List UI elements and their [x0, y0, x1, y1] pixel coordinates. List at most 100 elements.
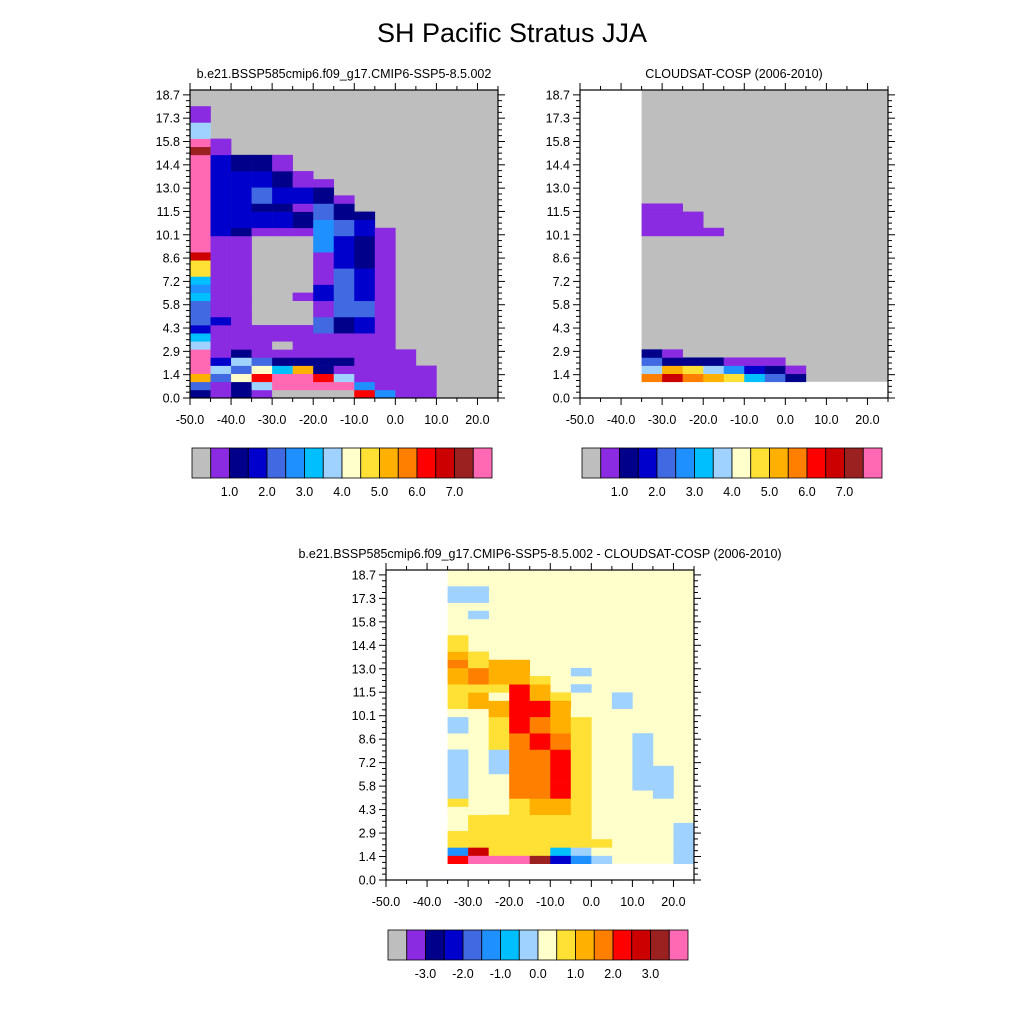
heatmap-cell [210, 235, 232, 318]
heatmap-cell [190, 154, 211, 245]
colorbar-swatch [425, 929, 445, 961]
y-tick-label: 5.8 [359, 780, 376, 794]
heatmap-cell [529, 814, 551, 832]
y-tick-label: 17.3 [352, 592, 376, 606]
colorbar-swatch [462, 929, 483, 961]
colorbar-swatch [285, 447, 305, 479]
heatmap-cell [488, 749, 510, 775]
colorbar-swatch [731, 447, 752, 479]
heatmap-cell [251, 227, 273, 237]
heatmap-cell [641, 357, 663, 366]
heatmap-cell [509, 782, 531, 799]
heatmap-cell [641, 227, 725, 237]
heatmap-cell [354, 235, 376, 269]
heatmap-cell [251, 211, 273, 229]
heatmap-cell [764, 365, 786, 374]
heatmap-cell [190, 260, 211, 269]
x-tick-label: -30.0 [258, 413, 287, 427]
heatmap-cell [468, 831, 489, 840]
heatmap-cell [550, 733, 572, 750]
heatmap-cell [313, 373, 335, 383]
heatmap-cell [509, 667, 531, 685]
heatmap-cell [231, 349, 252, 358]
heatmap-cell [744, 373, 766, 383]
heatmap-cell [447, 716, 469, 734]
heatmap-cell [210, 381, 232, 399]
colorbar-swatch [518, 929, 539, 961]
y-tick-label: 4.3 [553, 322, 570, 336]
heatmap-cell [292, 357, 314, 366]
heatmap-cell [468, 651, 489, 669]
heatmap-cell [641, 211, 704, 220]
colorbar-swatch [656, 447, 677, 479]
colorbar-swatch [668, 929, 689, 961]
heatmap-cell [231, 316, 252, 326]
heatmap-cell [251, 203, 273, 212]
colorbar-label: 0.0 [529, 967, 546, 981]
heatmap-cell [313, 349, 335, 358]
colorbar-label: 6.0 [408, 485, 425, 499]
colorbar-swatch [435, 447, 455, 479]
heatmap-cell [447, 667, 469, 685]
colorbar-swatch [750, 447, 770, 479]
heatmap-cell [251, 154, 273, 172]
colorbar-swatch [379, 447, 399, 479]
y-tick-label: 0.0 [163, 392, 180, 406]
heatmap-cell [313, 284, 335, 302]
colorbar-label: 5.0 [761, 485, 778, 499]
heatmap-cell [251, 349, 273, 358]
heatmap-cell [333, 389, 355, 399]
heatmap-cell [570, 831, 592, 840]
heatmap-cell [292, 171, 314, 188]
heatmap-cell [468, 806, 489, 816]
heatmap-cell [488, 855, 510, 864]
heatmap-cell [292, 365, 314, 374]
heatmap-cell [447, 749, 469, 783]
heatmap-cell [374, 389, 396, 399]
heatmap-cell [447, 594, 469, 603]
heatmap-cell [354, 268, 376, 302]
heatmap-cell [354, 219, 376, 237]
x-tick-label: 20.0 [465, 413, 489, 427]
y-tick-label: 14.4 [156, 158, 180, 172]
heatmap-cell [272, 373, 293, 383]
colorbar-swatch [191, 447, 212, 479]
colorbar-label: 1.0 [221, 485, 238, 499]
heatmap-cell [632, 773, 654, 783]
heatmap-cell [509, 733, 531, 750]
heatmap-cell [313, 357, 335, 366]
heatmap-cell [509, 659, 531, 669]
heatmap-cell [354, 349, 376, 374]
heatmap-cell [632, 749, 654, 758]
heatmap-cell [292, 389, 314, 399]
heatmap-cell [354, 373, 376, 383]
heatmap-cell [415, 381, 437, 399]
heatmap-cell [652, 773, 674, 783]
colorbar-label: 4.0 [723, 485, 740, 499]
heatmap-cell [509, 700, 531, 734]
colorbar-label: 3.0 [296, 485, 313, 499]
y-tick-label: 14.4 [352, 639, 376, 653]
heatmap-cell [395, 349, 417, 383]
heatmap-cell [210, 357, 232, 366]
heatmap-cell [333, 300, 355, 318]
heatmap-cell [764, 373, 786, 383]
plot-frame [189, 89, 499, 399]
heatmap-cell [662, 373, 683, 383]
heatmap-cell [488, 667, 510, 685]
heatmap-cell [509, 855, 531, 864]
heatmap-cell [190, 268, 211, 277]
x-tick-label: 20.0 [661, 895, 685, 909]
y-tick-label: 5.8 [553, 298, 570, 312]
colorbar-swatch [844, 447, 864, 479]
heatmap-cell [333, 333, 355, 350]
colorbar-label: 1.0 [611, 485, 628, 499]
heatmap-cell [210, 373, 232, 383]
y-tick-label: 11.5 [157, 205, 180, 219]
heatmap-cell [292, 187, 314, 204]
heatmap-cell [662, 365, 683, 374]
colorbar-label: 3.0 [686, 485, 703, 499]
heatmap-cell [509, 684, 531, 701]
colorbar-swatch [454, 447, 474, 479]
heatmap-cell [333, 219, 355, 237]
